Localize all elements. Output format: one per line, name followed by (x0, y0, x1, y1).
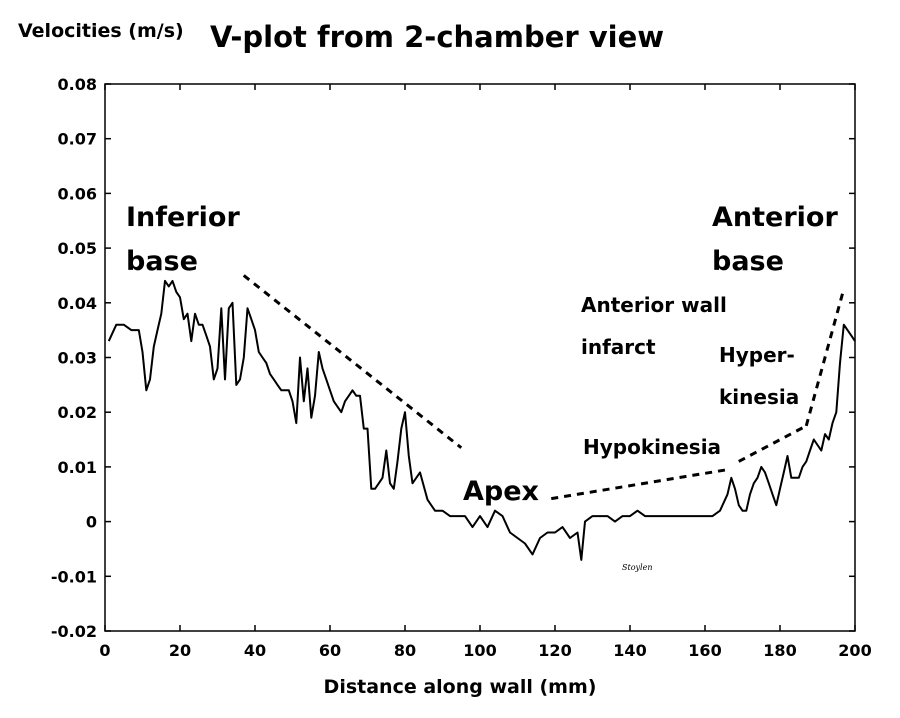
annotation-anterior-base: Anterior base (712, 202, 838, 277)
annotation-hypokinesia: Hypokinesia (583, 435, 722, 459)
x-tick-label: 200 (838, 641, 871, 660)
x-tick-label: 0 (99, 641, 110, 660)
y-tick-label: 0.08 (58, 75, 97, 94)
trend-dashed-line (551, 468, 728, 501)
y-tick-label: -0.02 (51, 622, 97, 641)
y-tick-label: 0 (86, 513, 97, 532)
x-tick-label: 60 (319, 641, 341, 660)
y-tick-label: 0.06 (58, 184, 97, 203)
velocity-series-line (107, 279, 856, 561)
annotation-inferior-base: Inferior base (126, 202, 240, 277)
y-tick-label: 0.03 (58, 349, 97, 368)
annotation-apex: Apex (463, 476, 539, 507)
y-tick-label: 0.04 (58, 294, 97, 313)
trend-dashed-line (738, 424, 807, 463)
chart-title: V-plot from 2-chamber view (210, 20, 665, 54)
y-tick-label: 0.05 (58, 239, 97, 258)
y-tick-label: 0.02 (58, 403, 97, 422)
x-tick-label: 20 (169, 641, 191, 660)
y-axis-label: Velocities (m/s) (18, 20, 184, 42)
y-tick-label: -0.01 (51, 567, 97, 586)
x-tick-label: 120 (538, 641, 571, 660)
trend-dashed-line (242, 274, 463, 449)
x-axis-label: Distance along wall (mm) (323, 676, 597, 698)
x-tick-label: 100 (463, 641, 496, 660)
x-tick-label: 40 (244, 641, 266, 660)
x-tick-label: 80 (394, 641, 416, 660)
x-tick-label: 160 (688, 641, 721, 660)
trend-dashed-line (804, 288, 846, 427)
annotation-hyperkinesia: Hyper- kinesia (719, 343, 800, 409)
y-tick-label: 0.01 (58, 458, 97, 477)
annotation-anterior-wall-infarct: Anterior wall infarct (581, 293, 727, 359)
author-signature: Stoylen (622, 563, 653, 572)
x-tick-label: 180 (763, 641, 796, 660)
y-tick-label: 0.07 (58, 130, 97, 149)
x-tick-label: 140 (613, 641, 646, 660)
